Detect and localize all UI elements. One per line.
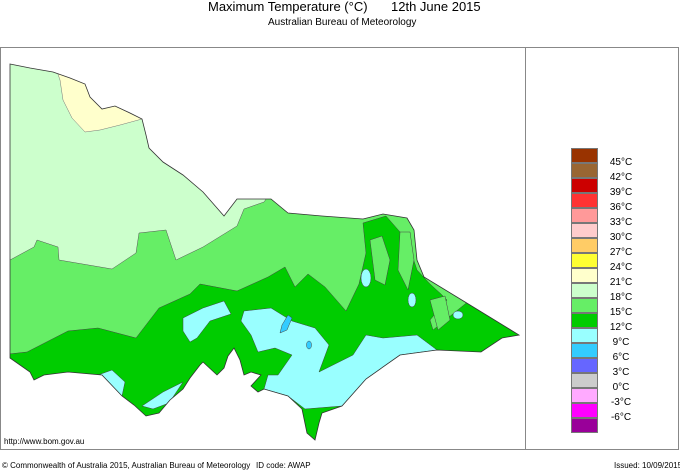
- legend-swatch: [571, 358, 598, 373]
- legend-label: 21°C: [609, 277, 633, 288]
- legend-label: 12°C: [609, 322, 633, 333]
- legend-swatch: [571, 253, 598, 268]
- zone-9-12-patch: [407, 292, 417, 308]
- legend-divider: [525, 47, 526, 450]
- legend-label: 18°C: [609, 292, 633, 303]
- zone-6-9-patch: [306, 340, 312, 350]
- legend-swatch: [571, 313, 598, 328]
- legend-label: 9°C: [612, 337, 630, 348]
- legend-swatch: [571, 418, 598, 433]
- map-frame: [0, 47, 679, 450]
- zone-15-18-east-patch: [397, 231, 415, 291]
- map-date: 12th June 2015: [391, 0, 481, 14]
- legend-swatch: [571, 328, 598, 343]
- zone-15-18-east-patch: [369, 235, 391, 286]
- legend-swatch: [571, 193, 598, 208]
- legend-swatch: [571, 208, 598, 223]
- legend-label: 45°C: [609, 157, 633, 168]
- zone-9-12-patch: [452, 310, 464, 320]
- legend-label: 3°C: [612, 367, 630, 378]
- zone-9-12-patch: [360, 268, 372, 288]
- legend-label: 6°C: [612, 352, 630, 363]
- map-title: Maximum Temperature (°C): [208, 0, 368, 14]
- legend-label: 42°C: [609, 172, 633, 183]
- legend-swatch: [571, 223, 598, 238]
- map-subtitle: Australian Bureau of Meteorology: [268, 17, 417, 28]
- legend-swatch: [571, 178, 598, 193]
- issued-date: Issued: 10/09/2015: [614, 461, 680, 470]
- zone-9-12-coast: [141, 381, 184, 410]
- copyright-text: © Commonwealth of Australia 2015, Austra…: [2, 461, 251, 470]
- legend-swatch: [571, 148, 598, 163]
- legend-swatch: [571, 388, 598, 403]
- legend-label: 30°C: [609, 232, 633, 243]
- legend-swatch: [571, 283, 598, 298]
- legend-swatch: [571, 298, 598, 313]
- legend-label: 15°C: [609, 307, 633, 318]
- legend-swatch: [571, 163, 598, 178]
- legend-swatch: [571, 343, 598, 358]
- id-code: ID code: AWAP: [256, 461, 311, 470]
- legend-label: 36°C: [609, 202, 633, 213]
- legend-label: 27°C: [609, 247, 633, 258]
- legend-label: -3°C: [610, 397, 632, 408]
- legend-label: 39°C: [609, 187, 633, 198]
- zone-15-18-east-patch: [429, 295, 451, 331]
- legend-swatch: [571, 268, 598, 283]
- legend-swatch: [571, 403, 598, 418]
- zone-6-9-patch: [279, 314, 293, 334]
- legend-label: 24°C: [609, 262, 633, 273]
- zone-9-12-west: [182, 300, 232, 343]
- legend-label: 0°C: [612, 382, 630, 393]
- legend-label: -6°C: [610, 412, 632, 423]
- legend-swatch: [571, 238, 598, 253]
- legend-swatch: [571, 373, 598, 388]
- legend-label: 33°C: [609, 217, 633, 228]
- source-url: http://www.bom.gov.au: [4, 437, 85, 446]
